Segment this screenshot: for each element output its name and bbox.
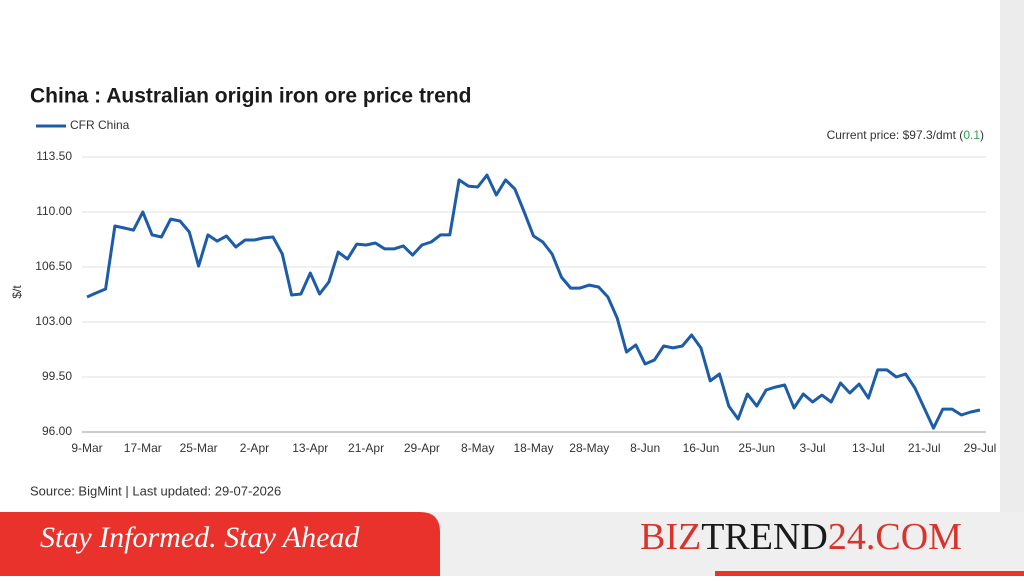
y-tick-label: 113.50 [36, 149, 72, 163]
y-tick-label: 103.00 [35, 314, 72, 328]
x-tick-label: 3-Jul [800, 441, 826, 455]
y-tick-label: 99.50 [42, 369, 72, 383]
x-tick-label: 13-Jul [852, 441, 885, 455]
x-tick-label: 18-May [513, 441, 553, 455]
x-tick-label: 25-Mar [180, 441, 218, 455]
x-tick-label: 21-Apr [348, 441, 384, 455]
tagline: Stay Informed. Stay Ahead [40, 521, 360, 554]
brand-part: BIZ [640, 516, 701, 558]
x-tick-label: 8-May [461, 441, 494, 455]
y-tick-label: 96.00 [42, 424, 72, 438]
brand-part: TREND [701, 516, 828, 558]
x-tick-label: 29-Apr [404, 441, 440, 455]
annotation-text: ) [980, 128, 984, 142]
plot: 96.00 99.50 103.00 106.50 110.00 113.50 9-Mar 1… [35, 149, 996, 455]
x-tick-label: 28-May [569, 441, 609, 455]
banner-red [0, 512, 440, 576]
chart-title: China : Australian origin iron ore price… [30, 85, 471, 108]
annotation: Current price: $97.3/dmt (0.1) [827, 128, 984, 142]
brand: BIZTREND24.COM [640, 516, 962, 558]
price-line [86, 173, 981, 430]
x-tick-label: 25-Jun [738, 441, 775, 455]
x-tick-label: 8-Jun [630, 441, 660, 455]
x-tick-label: 29-Jul [964, 441, 997, 455]
x-tick-label: 17-Mar [124, 441, 162, 455]
x-tick-label: 21-Jul [908, 441, 941, 455]
x-tick-label: 2-Apr [240, 441, 269, 455]
brand-part: 24.COM [828, 516, 962, 558]
x-tick-label: 16-Jun [683, 441, 720, 455]
x-tick-label: 13-Apr [292, 441, 328, 455]
x-tick-label: 9-Mar [71, 441, 102, 455]
annotation-change: 0.1 [963, 128, 980, 142]
source: Source: BigMint | Last updated: 29-07-20… [30, 483, 281, 498]
annotation-text: Current price: $97.3/dmt ( [827, 128, 964, 142]
y-tick-label: 110.00 [36, 204, 72, 218]
y-axis-label: $/t [10, 285, 24, 299]
y-tick-label: 106.50 [35, 259, 72, 273]
edge-shade [1000, 0, 1024, 512]
banner-underline [715, 571, 1024, 576]
legend-label: CFR China [70, 118, 130, 132]
